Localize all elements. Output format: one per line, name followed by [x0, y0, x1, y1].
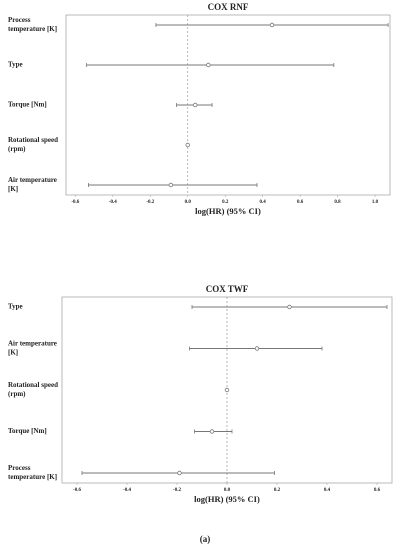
- x-tick-label: -0.2: [173, 488, 181, 493]
- x-tick-label: -0.6: [73, 488, 81, 493]
- x-tick-label: -0.6: [71, 200, 79, 205]
- x-axis-label: log(HR) (95% CI): [195, 206, 261, 216]
- chart-title: COX RNF: [208, 2, 249, 12]
- estimate-point: [287, 304, 292, 310]
- category-label: [K]: [8, 349, 18, 357]
- estimate-point: [206, 62, 211, 68]
- x-tick-label: 0.4: [324, 488, 331, 493]
- estimate-point: [254, 346, 260, 351]
- category-label: Air temperature: [8, 176, 57, 184]
- category-label: (rpm): [8, 390, 26, 398]
- category-label: Torque [Nm]: [8, 101, 47, 109]
- estimate-point: [168, 182, 174, 188]
- category-label: Rotational speed: [8, 381, 58, 389]
- category-label: Process: [8, 464, 31, 472]
- x-tick-label: 0.2: [274, 488, 281, 493]
- category-label: Type: [8, 61, 23, 69]
- estimate-point: [269, 22, 275, 28]
- x-tick-label: 0.6: [297, 200, 304, 205]
- category-label: temperature [K]: [8, 25, 57, 33]
- estimate-point: [177, 470, 182, 476]
- estimate-point: [209, 429, 215, 434]
- estimate-point: [224, 387, 230, 393]
- category-label: [K]: [8, 185, 18, 193]
- x-tick-label: 1.0: [372, 200, 379, 205]
- estimate-point: [193, 102, 198, 108]
- x-tick-label: 0.6: [374, 488, 381, 493]
- x-tick-label: -0.2: [146, 200, 154, 205]
- category-label: Torque [Nm]: [8, 427, 47, 435]
- chart-title: COX TWF: [206, 284, 249, 294]
- category-label: Rotational speed: [8, 136, 58, 144]
- x-tick-label: 0.4: [260, 200, 267, 205]
- x-tick-label: 0.0: [224, 488, 231, 493]
- estimate-point: [185, 142, 190, 148]
- x-tick-label: 0.0: [185, 200, 192, 205]
- x-tick-label: -0.4: [123, 488, 131, 493]
- category-label: Type: [8, 303, 23, 311]
- x-axis-label: log(HR) (95% CI): [194, 494, 260, 504]
- category-label: Air temperature: [8, 340, 57, 348]
- category-label: temperature [K]: [8, 473, 57, 481]
- plot-frame: [65, 14, 391, 196]
- category-label: (rpm): [8, 145, 26, 153]
- caption: (a): [200, 534, 211, 544]
- category-label: Process: [8, 16, 31, 24]
- x-tick-label: 0.2: [222, 200, 229, 205]
- x-tick-label: -0.4: [109, 200, 117, 205]
- x-tick-label: 0.8: [334, 200, 341, 205]
